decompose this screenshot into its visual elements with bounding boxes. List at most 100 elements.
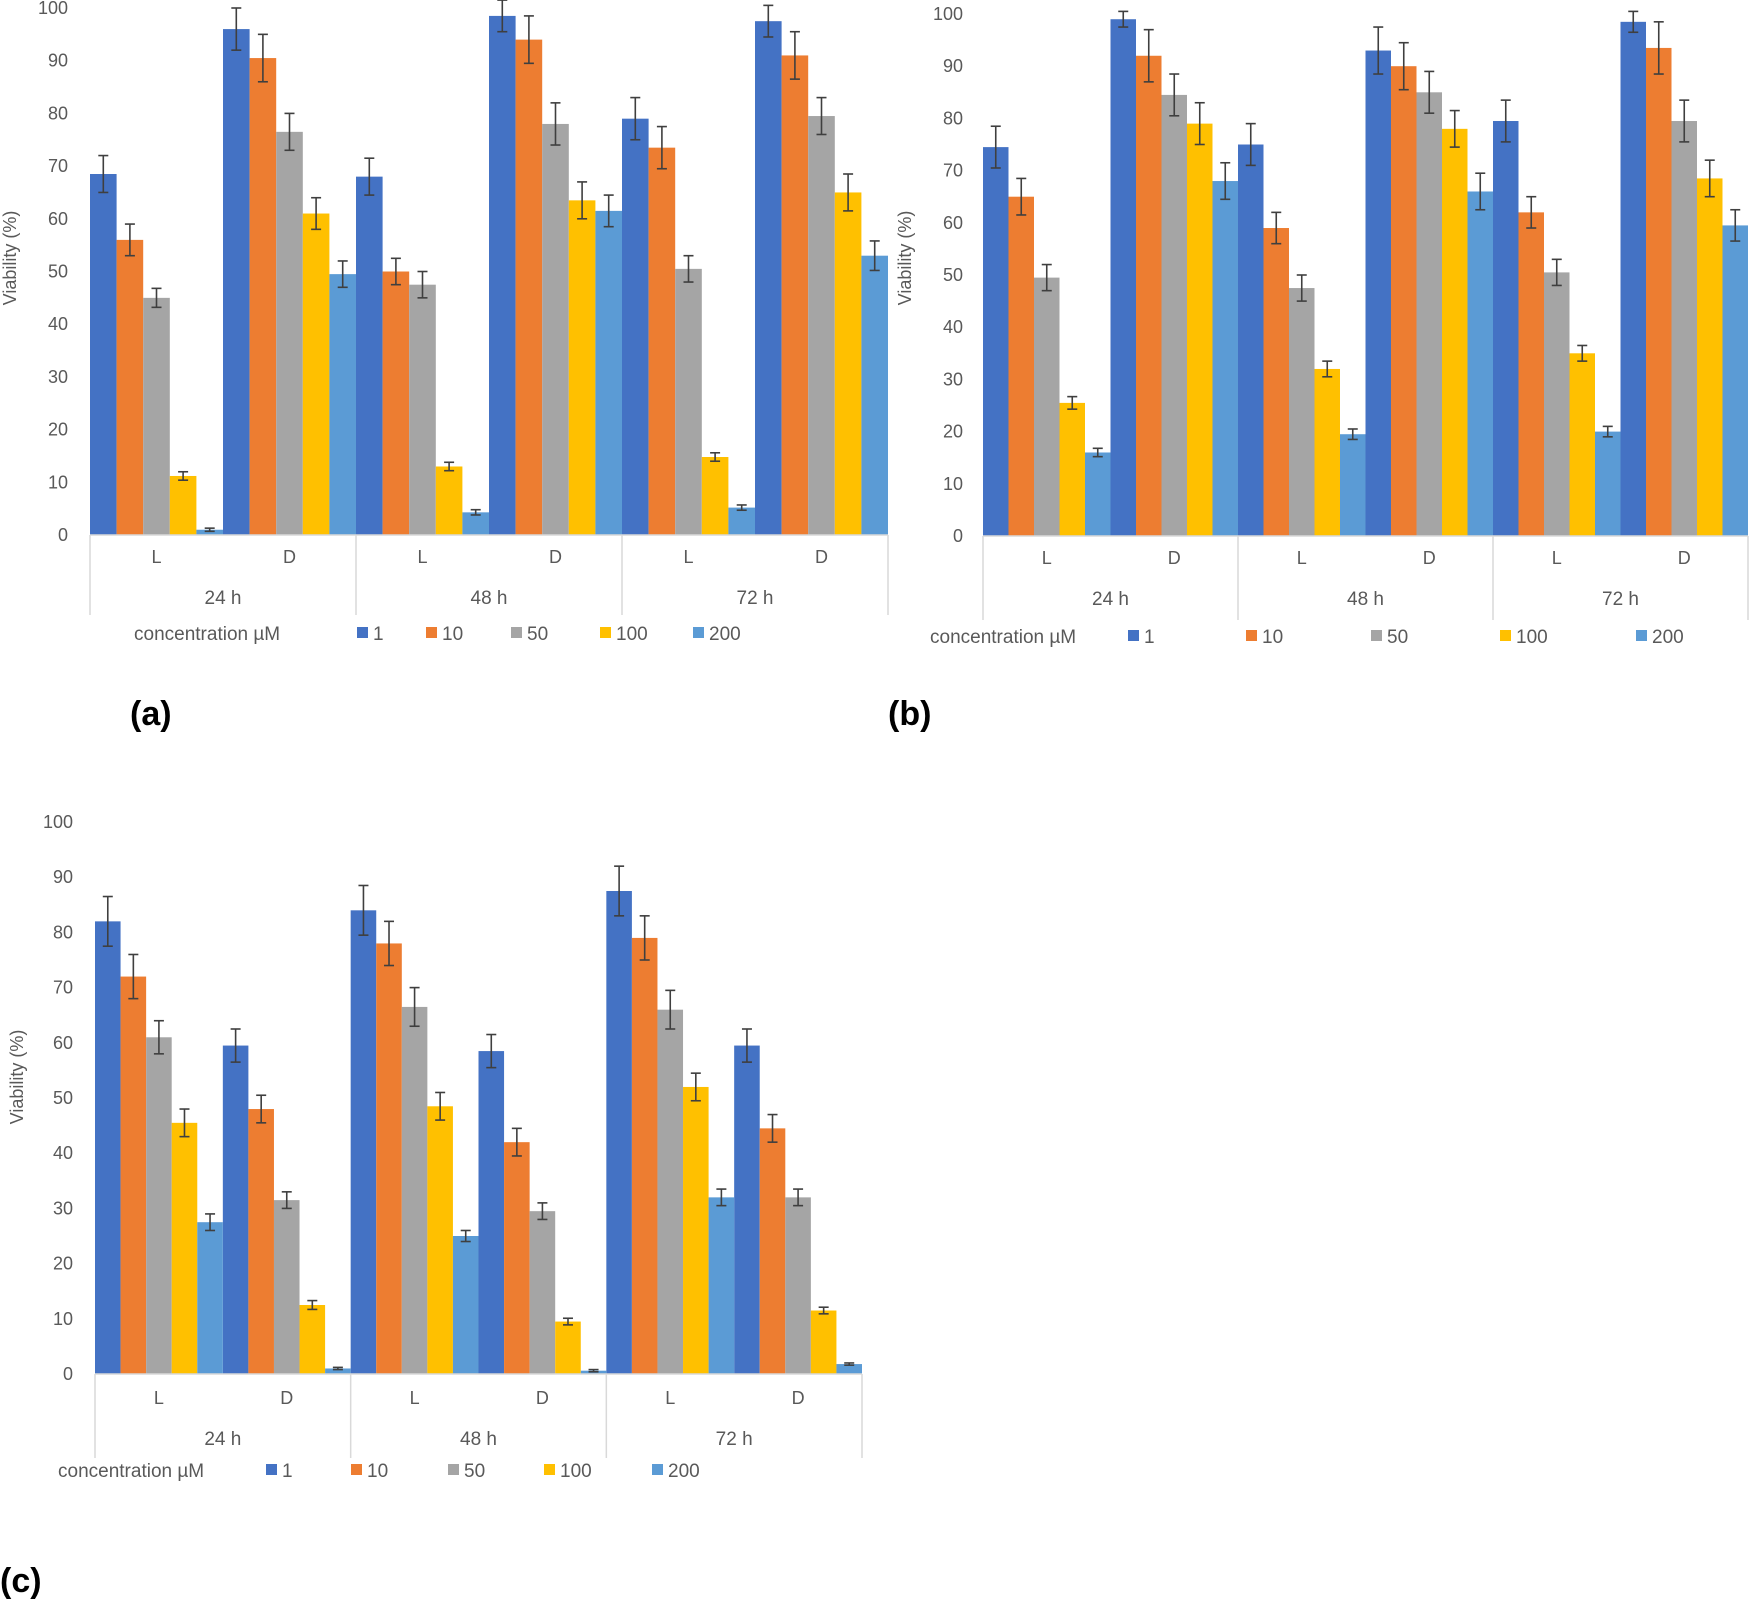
error-bar bbox=[124, 223, 135, 257]
legend-title: concentration µM bbox=[134, 624, 280, 645]
error-bar bbox=[1092, 447, 1103, 458]
bar bbox=[329, 274, 356, 535]
error-bar bbox=[1628, 10, 1639, 34]
x-tick-label: D bbox=[280, 1388, 293, 1408]
legend-swatch bbox=[351, 1464, 362, 1475]
bar bbox=[356, 176, 383, 535]
bar bbox=[701, 457, 729, 535]
legend-swatch bbox=[1128, 630, 1139, 641]
y-axis-label: Viability (%) bbox=[0, 211, 20, 306]
bar bbox=[568, 200, 596, 536]
error-bar bbox=[818, 1306, 829, 1315]
legend-swatch bbox=[1636, 630, 1647, 641]
y-tick-label: 20 bbox=[53, 1254, 73, 1274]
error-bar bbox=[460, 1229, 471, 1243]
error-bar bbox=[1296, 274, 1307, 302]
bar bbox=[1212, 181, 1238, 537]
bar bbox=[299, 1305, 326, 1374]
x-tick-label: L bbox=[410, 1388, 420, 1408]
bar bbox=[1059, 402, 1085, 536]
bar bbox=[810, 1310, 837, 1374]
bar bbox=[435, 466, 463, 535]
bar bbox=[1161, 94, 1187, 536]
bar bbox=[95, 921, 121, 1374]
bar bbox=[728, 507, 755, 535]
error-bar bbox=[683, 254, 694, 283]
legend-swatch bbox=[544, 1464, 555, 1475]
legend-entry: 1 bbox=[1144, 627, 1155, 648]
x-tick-label: D bbox=[1168, 548, 1181, 568]
error-bar bbox=[1041, 263, 1052, 292]
x-tick-label: L bbox=[417, 547, 427, 567]
bar bbox=[504, 1142, 530, 1374]
y-tick-label: 20 bbox=[943, 422, 963, 442]
y-tick-label: 60 bbox=[48, 209, 68, 229]
bar bbox=[249, 58, 277, 535]
bar bbox=[171, 1122, 198, 1374]
bar bbox=[452, 1236, 479, 1374]
y-tick-label: 40 bbox=[53, 1143, 73, 1163]
chart-panel-2: (c) 0 10 20 30 40 50 60 70 80 90 100 Viability (%) L D… bbox=[0, 812, 863, 1600]
bar bbox=[1671, 121, 1697, 536]
error-bar bbox=[537, 1202, 548, 1221]
y-tick-label: 10 bbox=[53, 1309, 73, 1329]
chart-panel-0: (a) 0 10 20 30 40 50 60 70 80 90 100 Viability (%) L D… bbox=[0, 0, 889, 733]
y-tick-label: 100 bbox=[43, 812, 73, 832]
legend-entry: 200 bbox=[709, 624, 741, 645]
error-bar bbox=[257, 33, 268, 83]
y-tick-label: 70 bbox=[943, 161, 963, 181]
y-axis-label: Viability (%) bbox=[7, 1030, 27, 1125]
error-bar bbox=[665, 989, 676, 1030]
error-bar bbox=[151, 287, 162, 309]
y-tick-label: 80 bbox=[943, 108, 963, 128]
error-bar bbox=[1730, 208, 1741, 242]
error-bar bbox=[256, 1094, 267, 1124]
y-tick-label: 40 bbox=[48, 314, 68, 334]
error-bar bbox=[178, 470, 189, 481]
chart-panel-1: (b) 0 10 20 30 40 50 60 70 80 90 100 Viability (%) L D… bbox=[888, 4, 1749, 733]
x-tick-label: D bbox=[792, 1388, 805, 1408]
bar bbox=[1442, 128, 1468, 536]
bar bbox=[1569, 353, 1595, 536]
y-tick-label: 90 bbox=[48, 51, 68, 71]
error-bar bbox=[844, 1362, 855, 1366]
bar bbox=[197, 1222, 223, 1374]
error-bar bbox=[843, 173, 854, 212]
error-bar bbox=[1067, 395, 1078, 410]
bar bbox=[759, 1128, 786, 1374]
error-bar bbox=[1577, 344, 1588, 362]
x-tick-label: D bbox=[1678, 548, 1691, 568]
error-bar bbox=[710, 451, 721, 463]
x-tick-label: L bbox=[154, 1388, 164, 1408]
bar bbox=[223, 29, 250, 536]
x-group-label: 48 h bbox=[1347, 589, 1384, 610]
legend-swatch bbox=[266, 1464, 277, 1475]
x-tick-label: D bbox=[815, 547, 828, 567]
legend-swatch bbox=[426, 627, 437, 638]
error-bar bbox=[307, 1299, 318, 1311]
bar bbox=[427, 1106, 453, 1374]
x-group-label: 48 h bbox=[471, 588, 508, 609]
error-bar bbox=[204, 527, 215, 533]
y-tick-label: 0 bbox=[953, 526, 963, 546]
bar bbox=[90, 174, 117, 535]
bar bbox=[1544, 272, 1570, 536]
y-tick-label: 100 bbox=[933, 4, 963, 24]
bar bbox=[836, 1364, 862, 1374]
error-bar bbox=[1143, 28, 1154, 83]
error-bar bbox=[793, 1188, 804, 1207]
bar bbox=[1085, 452, 1111, 536]
legend-swatch bbox=[693, 627, 704, 638]
legend-entry: 200 bbox=[668, 1461, 700, 1482]
error-bar bbox=[98, 154, 109, 194]
bar bbox=[1646, 47, 1672, 537]
x-group-label: 24 h bbox=[204, 1429, 241, 1450]
x-tick-label: D bbox=[536, 1388, 549, 1408]
legend-entry: 1 bbox=[373, 624, 384, 645]
error-bar bbox=[337, 260, 348, 289]
legend-entry: 10 bbox=[1262, 627, 1283, 648]
legend-swatch bbox=[448, 1464, 459, 1475]
bar bbox=[595, 210, 622, 535]
y-tick-label: 20 bbox=[48, 420, 68, 440]
